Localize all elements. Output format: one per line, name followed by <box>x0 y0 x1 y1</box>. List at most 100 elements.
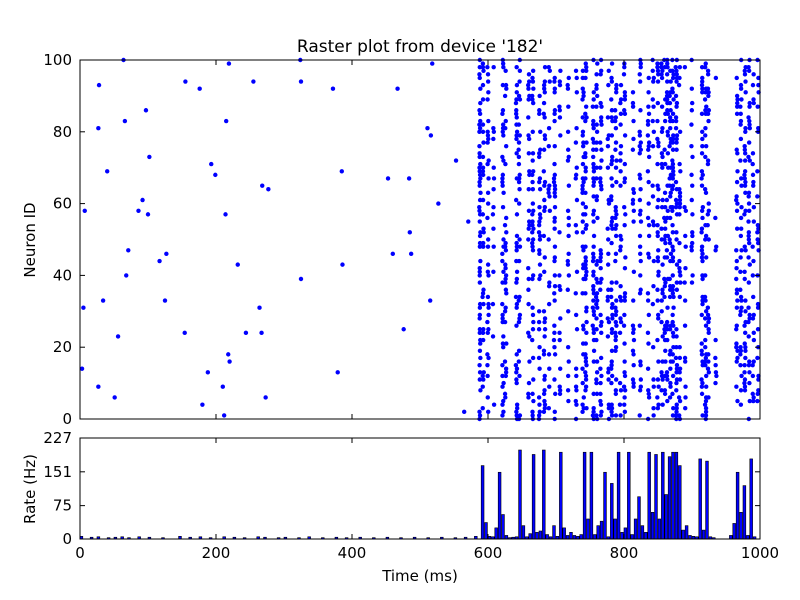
spike-point <box>631 118 636 124</box>
spike-point <box>565 147 571 152</box>
spike-point <box>243 330 249 336</box>
rate-bar <box>654 454 658 540</box>
spike-point <box>406 176 412 181</box>
spike-point <box>591 283 596 289</box>
spike-point <box>671 294 676 300</box>
spike-point <box>613 215 618 221</box>
spike-point <box>703 154 708 160</box>
spike-point <box>526 79 532 84</box>
spike-point <box>503 262 508 267</box>
spike-point <box>527 334 532 339</box>
spike-point <box>477 273 482 278</box>
spike-point <box>557 230 562 235</box>
spike-point <box>699 64 705 70</box>
spike-point <box>673 413 679 418</box>
spike-point <box>546 126 552 131</box>
spike-point <box>542 373 547 379</box>
spike-point <box>500 251 505 257</box>
spike-point <box>598 176 603 181</box>
spike-point <box>477 208 482 213</box>
spike-point <box>738 345 743 350</box>
spike-point <box>480 122 486 127</box>
rate-bar <box>746 535 750 540</box>
spike-point <box>622 108 627 113</box>
spike-point <box>557 337 562 343</box>
raster-ytick-label: 80 <box>53 123 72 141</box>
rate-xtick-label: 1000 <box>741 544 779 562</box>
spike-point <box>502 309 508 314</box>
spike-point <box>700 75 705 81</box>
spike-point <box>664 373 670 379</box>
spike-point <box>477 72 482 77</box>
spike-point <box>659 370 664 375</box>
spike-point <box>623 255 628 260</box>
spike-point <box>525 82 531 88</box>
spike-point <box>622 388 628 393</box>
spike-point <box>500 61 506 66</box>
spike-point <box>565 86 571 91</box>
spike-point <box>704 384 709 389</box>
spike-point <box>594 291 600 296</box>
spike-point <box>637 413 642 418</box>
spike-point <box>613 126 619 131</box>
spike-point <box>755 398 760 404</box>
spike-point <box>574 269 580 275</box>
spike-point <box>514 352 519 357</box>
spike-point <box>734 291 740 296</box>
rate-xtick-label: 600 <box>474 544 503 562</box>
spike-point <box>734 75 739 81</box>
spike-point <box>613 233 619 239</box>
spike-point <box>677 190 683 196</box>
spike-point <box>747 312 752 318</box>
spike-point <box>573 366 579 371</box>
spike-point <box>552 143 557 149</box>
spike-point <box>623 212 628 217</box>
spike-point <box>746 64 751 70</box>
spike-point <box>500 108 506 113</box>
spike-point <box>742 362 747 368</box>
spike-point <box>734 341 739 346</box>
spike-point <box>546 406 552 411</box>
spike-point <box>659 204 665 210</box>
spike-point <box>645 366 651 371</box>
spike-point <box>677 75 682 81</box>
spike-point <box>557 82 563 88</box>
spike-point <box>743 298 748 303</box>
spike-point <box>580 161 586 167</box>
spike-point <box>557 115 563 120</box>
spike-point <box>613 377 619 382</box>
spike-point <box>162 298 168 303</box>
spike-point <box>541 111 546 117</box>
spike-point <box>734 93 740 99</box>
spike-point <box>700 79 705 84</box>
spike-point <box>609 194 614 199</box>
spike-point <box>591 212 596 217</box>
spike-point <box>674 327 679 332</box>
spike-point <box>583 61 588 66</box>
spike-point <box>656 269 661 275</box>
spike-point <box>580 201 586 206</box>
spike-point <box>631 190 637 196</box>
spike-point <box>557 108 562 113</box>
spike-point <box>526 97 531 102</box>
spike-point <box>743 90 748 95</box>
spike-point <box>514 413 519 418</box>
spike-point <box>667 294 673 300</box>
spike-point <box>700 204 706 210</box>
spike-point <box>516 359 522 364</box>
spike-point <box>630 90 636 95</box>
spike-point <box>682 298 688 303</box>
spike-point <box>584 406 589 411</box>
spike-point <box>609 115 614 120</box>
spike-point <box>664 72 670 77</box>
spike-point <box>566 222 571 228</box>
spike-point <box>735 348 740 353</box>
spike-point <box>703 233 709 239</box>
spike-point <box>646 233 652 239</box>
spike-point <box>485 294 491 300</box>
spike-point <box>530 79 536 84</box>
spike-point <box>670 165 676 170</box>
spike-point <box>530 305 535 310</box>
spike-point <box>755 237 760 242</box>
spike-point <box>610 301 615 307</box>
